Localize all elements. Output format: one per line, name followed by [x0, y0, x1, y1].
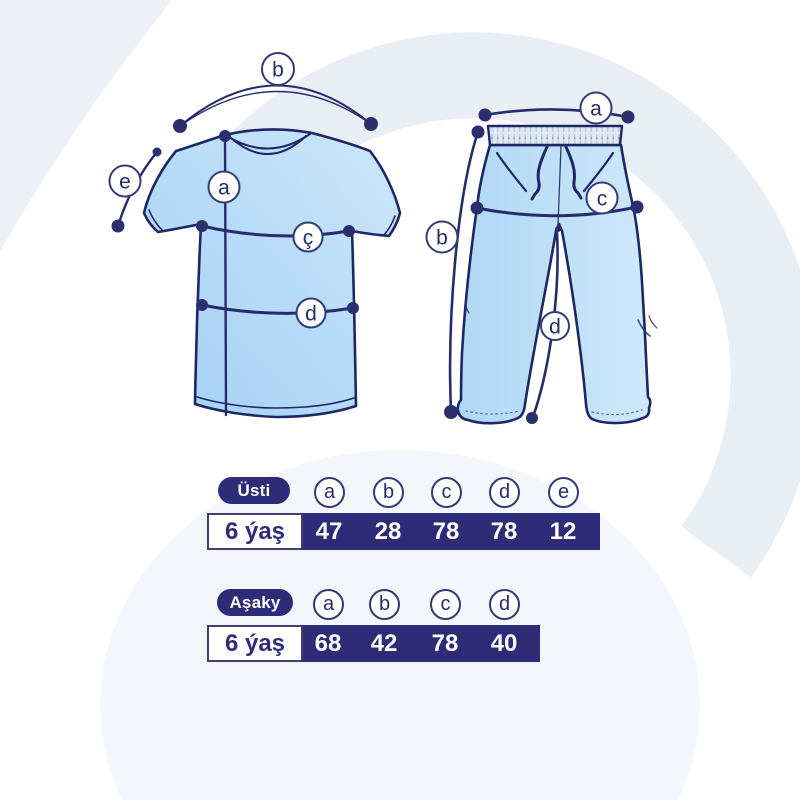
table-top-value-b: 28 — [374, 517, 402, 545]
shirt-label-d-text: d — [305, 303, 317, 326]
table-bottom-col-b: b — [369, 589, 400, 620]
table-top-col-d: d — [489, 477, 520, 508]
pants-drawstring — [530, 145, 583, 201]
shirt-label-a-text: a — [218, 177, 230, 200]
table-top-value-c: 78 — [432, 517, 460, 545]
pants-label-a-text: a — [590, 98, 602, 121]
tshirt-collar — [226, 133, 311, 155]
pants-cuff-stitches — [465, 409, 643, 416]
table-bottom-value-c: 78 — [431, 629, 459, 657]
pants-label-a: a — [579, 91, 613, 125]
table-top-row-label: 6 ýaş — [207, 513, 303, 550]
table-bottom-value-a: 68 — [314, 629, 342, 657]
pants-measure-waist — [478, 108, 635, 124]
table-bottom-row-label: 6 ýaş — [207, 625, 303, 662]
table-top-value-d: 78 — [490, 517, 518, 545]
pants-label-d-text: d — [549, 316, 561, 339]
pants-center-crease — [557, 145, 562, 226]
shirt-measure-chest — [196, 220, 355, 238]
table-bottom-title-pill: Aşaky — [217, 589, 293, 616]
corner-shade-top-left — [0, 0, 172, 252]
shirt-label-chest: ç — [292, 221, 324, 253]
background-ring — [172, 32, 800, 578]
shirt-label-a: a — [207, 170, 241, 204]
tshirt-body — [142, 128, 402, 419]
shirt-label-chest-text: ç — [303, 227, 314, 250]
table-bottom-col-a: a — [313, 589, 344, 620]
pants-measure-hip — [470, 200, 644, 218]
tshirt-stitch-lines — [148, 209, 396, 409]
pants-measure-side-length — [444, 125, 485, 419]
pants-fold-marks — [465, 299, 658, 337]
shirt-label-d: d — [295, 297, 327, 329]
pants-body — [456, 143, 652, 425]
table-bottom-col-d: d — [489, 589, 520, 620]
pants-label-b-text: b — [436, 227, 448, 250]
pants-label-d: d — [540, 311, 570, 341]
tshirt-diagram: a b ç d e — [108, 52, 402, 419]
shirt-label-b-text: b — [272, 59, 284, 82]
table-top-value-e: 12 — [549, 517, 577, 545]
shirt-label-e-text: e — [119, 171, 131, 194]
pants-diagram: a b c d — [425, 91, 658, 425]
pants-label-c-text: c — [597, 188, 608, 211]
pants-waistband — [486, 124, 624, 147]
table-bottom-col-c: c — [430, 589, 461, 620]
shirt-label-e: e — [108, 164, 142, 198]
shirt-measure-hem — [196, 299, 359, 315]
table-top-col-e: e — [548, 477, 579, 508]
shirt-label-b: b — [261, 52, 295, 86]
pants-pocket-lines — [495, 151, 615, 193]
table-bottom-value-d: 40 — [490, 629, 518, 657]
table-bottom-row-bar: 68 42 78 40 — [303, 625, 540, 662]
table-top-col-c: c — [431, 477, 462, 508]
table-top-title-pill: Üsti — [218, 477, 290, 504]
table-top-row-bar: 47 28 78 78 12 — [303, 513, 600, 550]
table-top-col-a: a — [314, 477, 345, 508]
pants-label-b: b — [425, 220, 459, 254]
table-top-value-a: 47 — [315, 517, 343, 545]
table-top-col-b: b — [373, 477, 404, 508]
table-bottom-value-b: 42 — [370, 629, 398, 657]
pants-label-c: c — [585, 181, 619, 215]
